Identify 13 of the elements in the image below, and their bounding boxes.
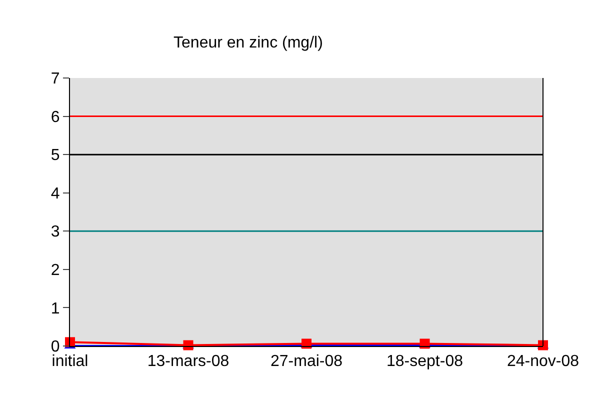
y-tick-label: 1 [50,300,60,318]
x-tick-label: 18-sept-08 [386,353,464,370]
x-tick-label: 24-nov-08 [506,353,580,370]
y-tick-label: 3 [50,224,60,241]
y-tick-label: 2 [50,262,60,280]
x-tick-label: 27-mai-08 [270,353,343,370]
chart-title: Teneur en zinc (mg/l) [174,34,323,52]
x-tick-label: initial [52,353,88,370]
y-tick-label: 5 [50,147,60,164]
y-tick-label: 6 [50,108,60,126]
y-tick-label: 4 [50,185,60,202]
y-tick-label: 7 [50,70,60,88]
x-tick-label: 13-mars-08 [147,353,230,370]
